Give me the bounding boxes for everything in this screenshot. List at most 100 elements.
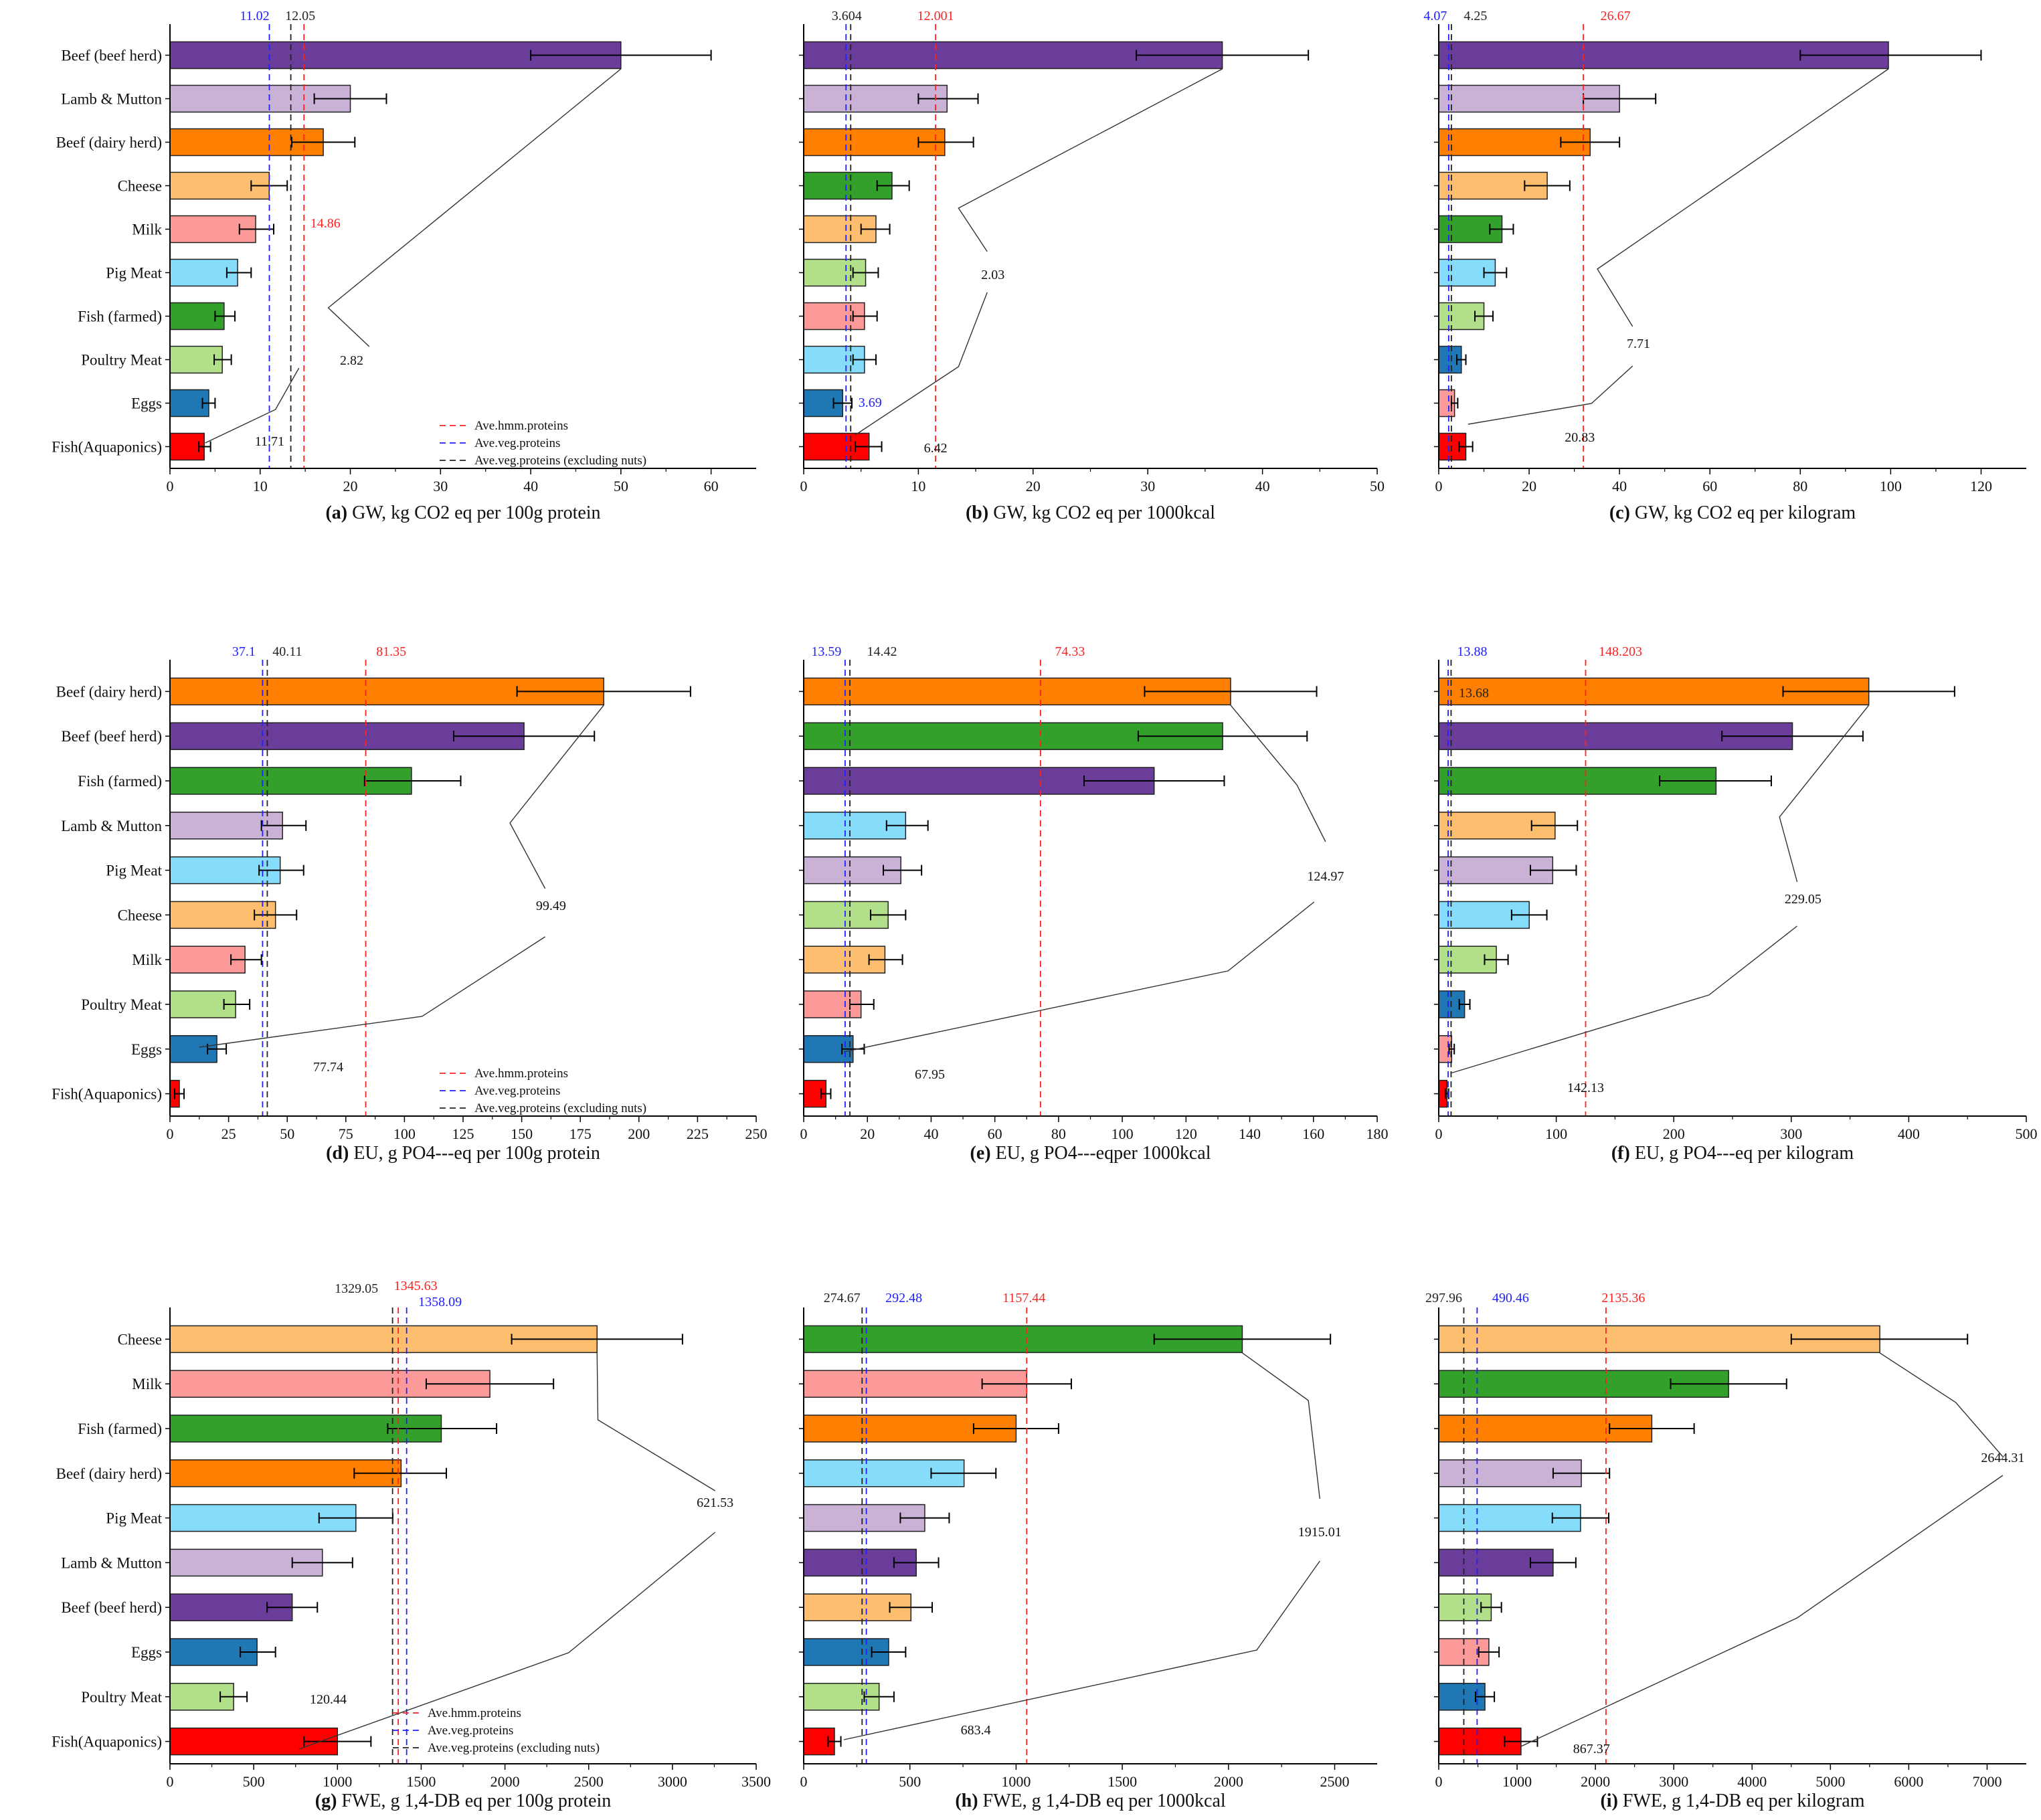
connector-line: [199, 936, 546, 1048]
legend-label: Ave.veg.proteins (excluding nuts): [474, 1101, 646, 1115]
panel-d: Beef (dairy herd) Beef (beef herd) Fish (f…: [52, 644, 767, 1164]
connector-line: [509, 705, 604, 889]
panel-g: Cheese Milk Fish (farmed) Beef (dairy herd)…: [52, 1279, 771, 1811]
panel-caption-letter: (b): [966, 503, 988, 523]
x-tick-label: 2000: [1581, 1773, 1610, 1790]
panel-caption-letter: (g): [315, 1791, 337, 1811]
reference-line-label: 292.48: [885, 1291, 922, 1305]
x-tick-label: 50: [1370, 478, 1385, 494]
annotation-value: 2.82: [340, 353, 363, 368]
legend-label: Ave.hmm.proteins: [428, 1706, 521, 1720]
panel-b: 3.69 3.604 12.001 2.03 6.42 0 10 20 30 40 50 (b) GW…: [799, 9, 1385, 523]
category-label: Pig Meat: [106, 862, 162, 879]
reference-line-label: 1358.09: [418, 1295, 462, 1309]
x-tick-label: 0: [1435, 478, 1443, 494]
connector-line: [298, 1532, 716, 1750]
x-tick-label: 0: [1435, 1125, 1443, 1142]
x-tick-label: 0: [800, 1125, 808, 1142]
category-label: Eggs: [131, 1644, 162, 1661]
category-label: Poultry Meat: [81, 1689, 162, 1706]
x-tick-label: 3000: [658, 1773, 687, 1790]
category-label: Milk: [132, 951, 162, 968]
connector-line: [1597, 68, 1889, 327]
reference-line-label: 81.35: [376, 644, 406, 659]
x-tick-label: 50: [280, 1125, 294, 1142]
connector-line: [1242, 1352, 1320, 1499]
x-tick-label: 0: [800, 1773, 808, 1790]
panel-caption-letter: (d): [326, 1143, 349, 1164]
x-tick-label: 40: [1612, 478, 1627, 494]
annotation-value: 20.83: [1565, 430, 1595, 445]
category-label: Lamb & Mutton: [61, 91, 162, 108]
category-label: Cheese: [118, 178, 162, 195]
reference-line-label: 3.69: [859, 395, 882, 410]
x-tick-label: 3000: [1659, 1773, 1688, 1790]
category-label: Fish (farmed): [78, 773, 162, 790]
reference-line-label: 4.25: [1463, 9, 1487, 23]
panel-caption-text: FWE, g 1,4-DB eq per kilogram: [1618, 1791, 1865, 1811]
x-tick-label: 1000: [1502, 1773, 1532, 1790]
x-tick-label: 20: [860, 1125, 875, 1142]
category-label: Milk: [132, 221, 162, 238]
legend-label: Ave.veg.proteins (excluding nuts): [474, 454, 646, 468]
panel-e: 13.59 14.42 74.33 124.97 67.95 0 20 40 60 80 100 12…: [799, 644, 1389, 1164]
panel-a: Beef (beef herd) Lamb & Mutton Beef (dairy…: [52, 9, 756, 523]
category-label: Fish (farmed): [78, 1421, 162, 1437]
x-tick-label: 0: [167, 1125, 174, 1142]
x-tick-label: 180: [1366, 1125, 1389, 1142]
legend-label: Ave.hmm.proteins: [474, 419, 568, 433]
x-tick-label: 500: [899, 1773, 921, 1790]
panel-caption-letter: (c): [1609, 503, 1630, 523]
x-tick-label: 2500: [574, 1773, 604, 1790]
annotation-value: 77.74: [313, 1060, 343, 1075]
connector-line: [1230, 705, 1326, 842]
panel-caption: (g) FWE, g 1,4-DB eq per 100g protein: [315, 1791, 611, 1811]
panel-caption-text: GW, kg CO2 eq per 1000kcal: [988, 503, 1215, 523]
annotation-value: 621.53: [697, 1495, 733, 1510]
x-tick-label: 2000: [1214, 1773, 1243, 1790]
connector-line: [1879, 1352, 2004, 1457]
reference-line-label: 1329.05: [335, 1281, 378, 1296]
legend: Ave.hmm.proteins Ave.veg.proteins Ave.veg.…: [439, 419, 646, 468]
x-tick-label: 75: [339, 1125, 353, 1142]
annotation-value: 6.42: [924, 441, 948, 456]
x-tick-label: 20: [1522, 478, 1536, 494]
x-tick-label: 7000: [1972, 1773, 2002, 1790]
annotation-value: 229.05: [1785, 892, 1822, 907]
x-tick-label: 100: [393, 1125, 416, 1142]
panel-caption: (d) EU, g PO4---eq per 100g protein: [326, 1143, 600, 1164]
panel-f: 13.88 13.68 148.203 229.05 142.13 0 100 200 300 4…: [1434, 644, 2038, 1164]
x-tick-label: 6000: [1894, 1773, 1923, 1790]
legend-label: Ave.hmm.proteins: [474, 1067, 568, 1081]
x-tick-label: 10: [253, 478, 268, 494]
x-tick-label: 1500: [1107, 1773, 1137, 1790]
reference-line-label: 2135.36: [1601, 1291, 1645, 1305]
category-label: Eggs: [131, 1041, 162, 1058]
x-tick-label: 20: [343, 478, 358, 494]
category-label: Beef (beef herd): [61, 728, 162, 745]
connector-line: [1779, 705, 1870, 883]
legend-label: Ave.veg.proteins (excluding nuts): [428, 1741, 600, 1755]
category-label: Beef (dairy herd): [56, 134, 162, 151]
x-tick-label: 2500: [1320, 1773, 1350, 1790]
x-tick-label: 120: [1970, 478, 1992, 494]
legend: Ave.hmm.proteins Ave.veg.proteins Ave.veg.…: [439, 1067, 646, 1115]
reference-line-label: 490.46: [1492, 1291, 1529, 1305]
reference-line-label: 74.33: [1055, 644, 1085, 659]
panel-caption-text: GW, kg CO2 eq per 100g protein: [347, 503, 600, 523]
x-tick-label: 5000: [1815, 1773, 1845, 1790]
category-label: Beef (beef herd): [61, 48, 162, 64]
category-label: Fish(Aquaponics): [52, 1734, 162, 1750]
reference-line-label: 13.88: [1457, 644, 1488, 659]
legend: Ave.hmm.proteins Ave.veg.proteins Ave.veg.…: [392, 1706, 600, 1755]
x-tick-label: 0: [167, 1773, 174, 1790]
x-tick-label: 140: [1239, 1125, 1261, 1142]
x-tick-label: 300: [1780, 1125, 1802, 1142]
reference-line-label: 4.07: [1423, 9, 1447, 23]
x-tick-label: 25: [221, 1125, 236, 1142]
panel-caption-text: FWE, g 1,4-DB eq per 1000kcal: [978, 1791, 1226, 1811]
reference-line-label: 1157.44: [1002, 1291, 1045, 1305]
annotation-value: 11.71: [255, 434, 284, 449]
panel-caption: (f) EU, g PO4---eq per kilogram: [1611, 1143, 1854, 1164]
connector-line: [205, 367, 300, 444]
